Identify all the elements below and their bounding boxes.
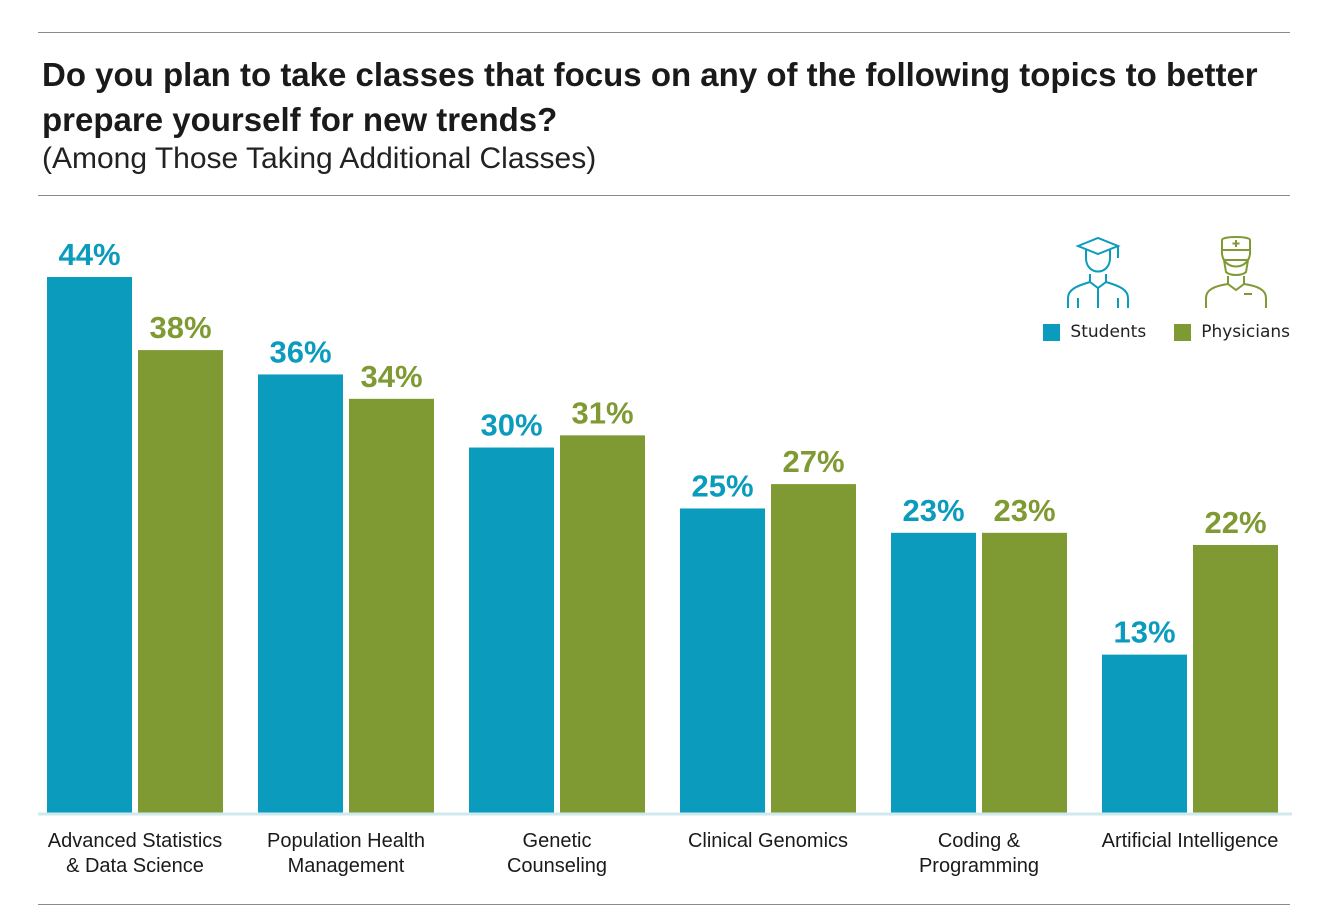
bar-physicians-5 [1193,545,1278,813]
header-rule [38,195,1290,196]
bar-physicians-2 [560,435,645,813]
bar-students-5 [1102,654,1187,813]
data-label-students-3: 25% [691,468,753,503]
doctor-icon [1205,236,1267,308]
chart-subtitle: (Among Those Taking Additional Classes) [42,142,597,175]
category-label-0-line-1: & Data Science [66,855,204,877]
category-label-4-line-1: Programming [919,855,1039,877]
data-label-students-1: 36% [269,334,331,369]
data-label-physicians-3: 27% [782,444,844,479]
category-label-3-line-0: Clinical Genomics [688,830,848,852]
category-label-2-line-1: Counseling [507,855,607,877]
bar-students-4 [891,532,976,813]
bar-students-0 [47,277,132,813]
data-label-students-5: 13% [1113,615,1175,650]
bar-physicians-0 [138,350,223,813]
bar-physicians-1 [349,398,434,813]
legend-item-students: Students [1043,322,1146,342]
data-label-physicians-5: 22% [1204,505,1266,540]
category-label-2-line-0: Genetic [523,830,592,852]
bar-physicians-4 [982,532,1067,813]
bar-students-3 [680,508,765,813]
data-label-students-2: 30% [480,408,542,443]
chart-title: Do you plan to take classes that focus o… [42,56,1258,138]
legend-label-physicians: Physicians [1201,322,1290,342]
bar-students-2 [469,447,554,813]
top-rule [38,32,1290,33]
bottom-rule [38,904,1290,905]
legend-item-physicians: Physicians [1174,322,1290,342]
data-label-physicians-2: 31% [571,395,633,430]
category-label-1-line-1: Management [288,855,405,877]
bar-students-1 [258,374,343,813]
category-label-0-line-0: Advanced Statistics [48,830,223,852]
legend-swatch-students [1043,323,1061,341]
category-label-5-line-0: Artificial Intelligence [1102,830,1279,852]
legend-swatch-physicians [1174,323,1192,341]
category-label-4-line-0: Coding & [938,830,1021,852]
chart-legend: Students Physicians [1043,322,1290,342]
bar-physicians-3 [771,484,856,813]
data-label-physicians-1: 34% [360,359,422,394]
legend-label-students: Students [1070,322,1147,342]
data-label-physicians-4: 23% [993,493,1055,528]
graduate-icon [1067,236,1129,308]
category-label-1-line-0: Population Health [267,830,425,852]
data-label-students-4: 23% [902,493,964,528]
data-label-students-0: 44% [58,237,120,272]
data-label-physicians-0: 38% [149,310,211,345]
